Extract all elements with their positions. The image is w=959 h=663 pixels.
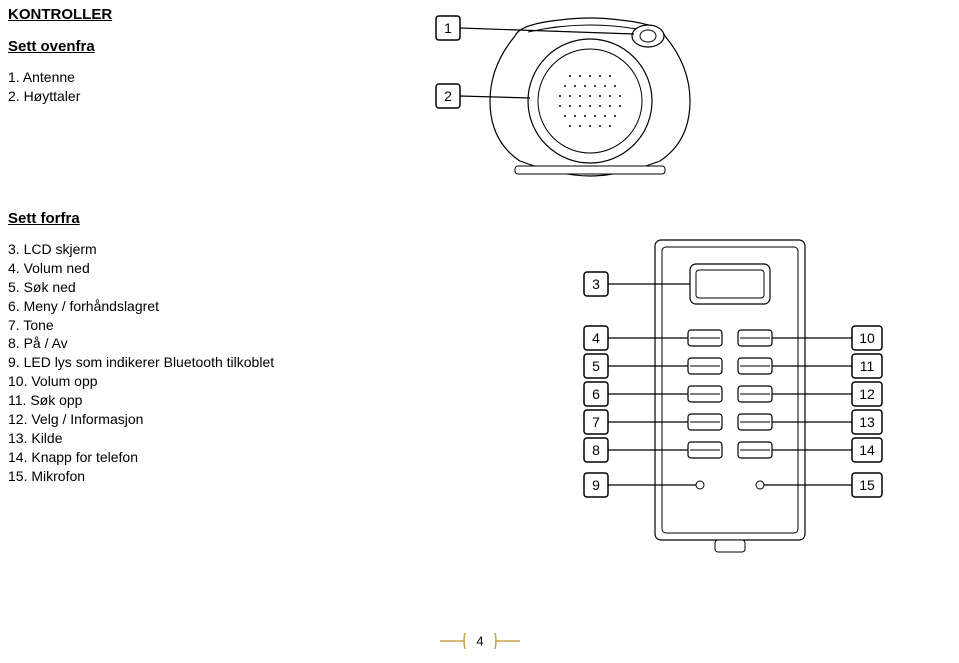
list-item: 5. Søk ned [8, 278, 274, 297]
section-front-title: Sett forfra [8, 210, 80, 227]
list-item: 15. Mikrofon [8, 467, 274, 486]
list-item: 11. Søk opp [8, 391, 274, 410]
list-item: 2. Høyttaler [8, 87, 80, 106]
callout-10: 10 [859, 330, 875, 346]
list-item: 13. Kilde [8, 429, 274, 448]
callout-7: 7 [592, 414, 600, 430]
callout-3: 3 [592, 276, 600, 292]
list-item: 3. LCD skjerm [8, 240, 274, 259]
list-item: 12. Velg / Informasjon [8, 410, 274, 429]
list-item: 14. Knapp for telefon [8, 448, 274, 467]
callout-2: 2 [444, 88, 452, 104]
callout-5: 5 [592, 358, 600, 374]
list-item: 7. Tone [8, 316, 274, 335]
section-top-title: Sett ovenfra [8, 38, 95, 55]
callout-15: 15 [859, 477, 875, 493]
list-item: 1. Antenne [8, 68, 80, 87]
callout-8: 8 [592, 442, 600, 458]
callout-6: 6 [592, 386, 600, 402]
list-item: 8. På / Av [8, 334, 274, 353]
callout-11: 11 [860, 358, 875, 374]
list-item: 4. Volum ned [8, 259, 274, 278]
callout-13: 13 [859, 414, 875, 430]
page-title: KONTROLLER [8, 6, 112, 23]
list-item: 9. LED lys som indikerer Bluetooth tilko… [8, 353, 274, 372]
callout-4: 4 [592, 330, 600, 346]
list-top: 1. Antenne 2. Høyttaler [8, 68, 80, 106]
list-front: 3. LCD skjerm 4. Volum ned 5. Søk ned 6.… [8, 240, 274, 486]
list-item: 6. Meny / forhåndslagret [8, 297, 274, 316]
page-number: 4 [476, 634, 483, 649]
callout-12: 12 [859, 386, 875, 402]
diagram-front-view: 3 4 5 6 7 8 9 10 11 12 13 14 15 [540, 230, 920, 570]
page-footer: 4 [0, 629, 959, 653]
callout-1: 1 [444, 20, 452, 36]
callout-14: 14 [859, 442, 875, 458]
callout-9: 9 [592, 477, 600, 493]
diagram-top-view: 1 2 [420, 6, 720, 186]
list-item: 10. Volum opp [8, 372, 274, 391]
